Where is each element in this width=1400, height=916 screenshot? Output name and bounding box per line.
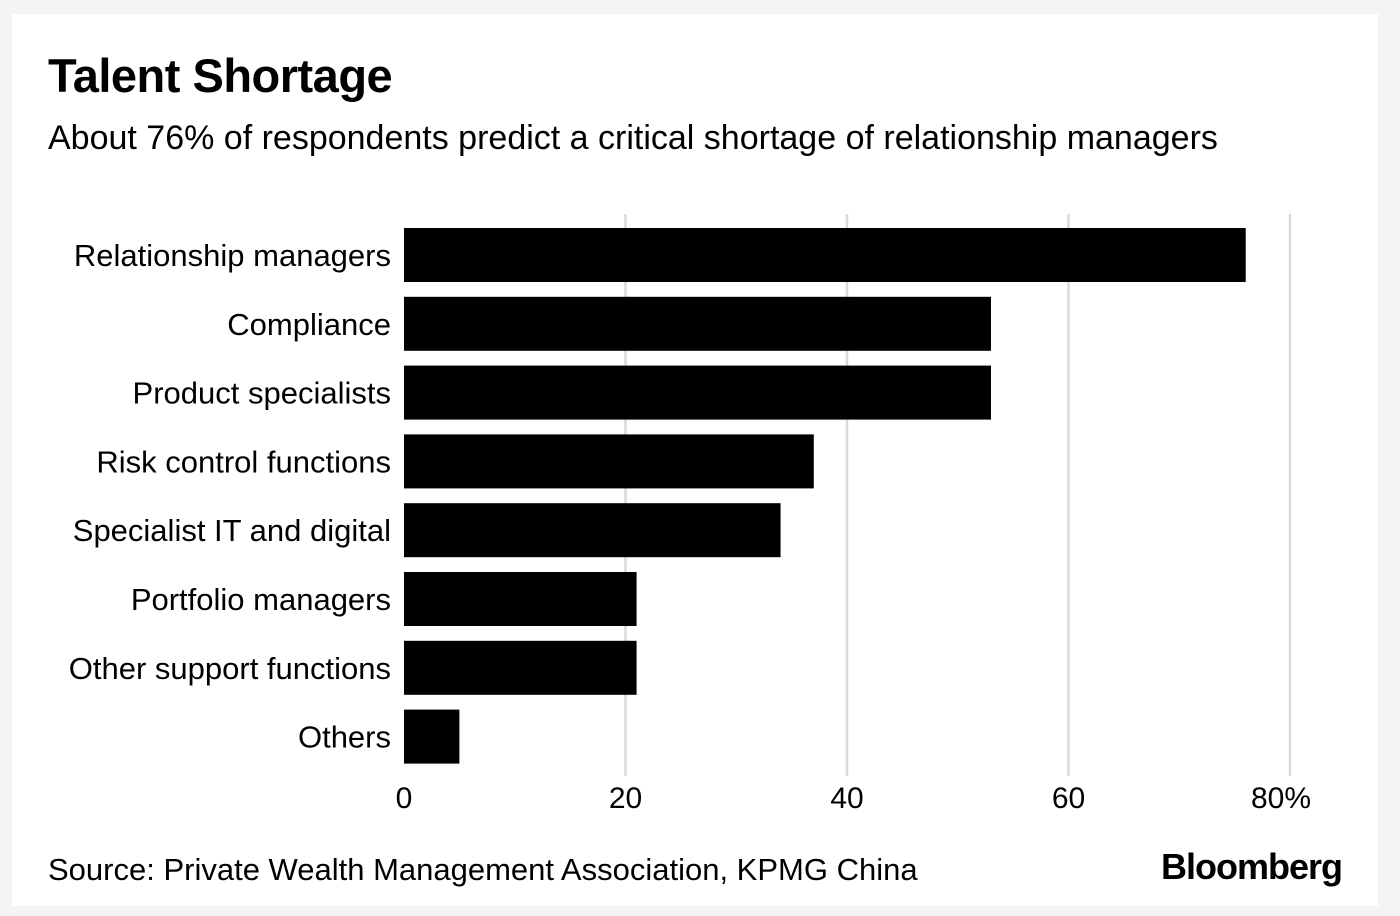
category-label: Compliance (227, 307, 391, 342)
category-label: Portfolio managers (131, 582, 391, 617)
bar (404, 503, 781, 558)
x-tick-label: 40 (830, 782, 863, 815)
bar (404, 434, 814, 489)
category-label: Other support functions (69, 651, 391, 686)
source-note: Source: Private Wealth Management Associ… (48, 852, 918, 887)
chart-subtitle: About 76% of respondents predict a criti… (48, 119, 1218, 157)
bar (404, 296, 991, 351)
x-tick-label: 0 (396, 782, 413, 815)
bar (404, 640, 637, 695)
x-tick-label: 80% (1251, 782, 1311, 815)
bar (404, 572, 637, 626)
category-label: Relationship managers (74, 238, 391, 273)
category-label: Product specialists (133, 376, 391, 411)
chart-title: Talent Shortage (48, 49, 393, 102)
category-label: Others (298, 720, 391, 755)
bar (404, 365, 991, 420)
bar (404, 709, 460, 764)
x-tick-label: 60 (1052, 782, 1085, 815)
category-label: Specialist IT and digital (73, 513, 391, 548)
category-label: Risk control functions (96, 444, 391, 479)
bar (404, 228, 1246, 282)
bloomberg-logo: Bloomberg (1160, 846, 1343, 887)
x-tick-label: 20 (609, 782, 642, 815)
